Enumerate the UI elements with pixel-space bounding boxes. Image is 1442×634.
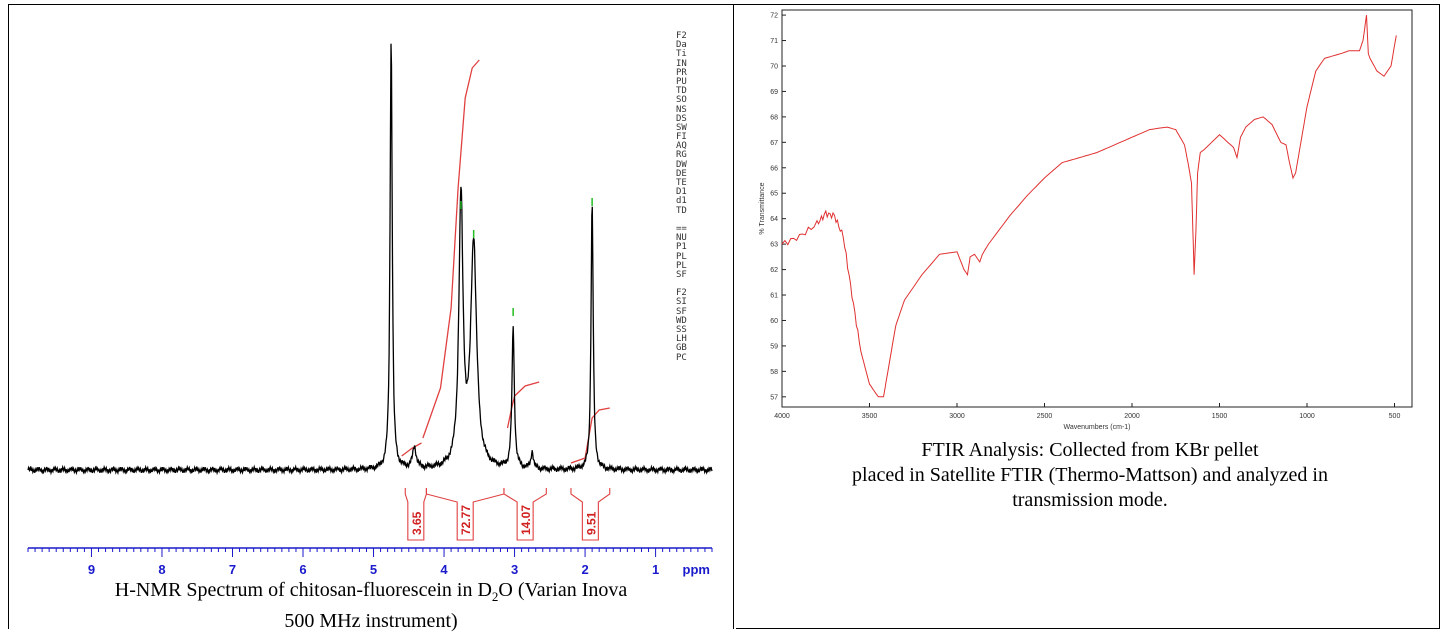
nmr-caption: H-NMR Spectrum of chitosan-fluorescein i… [20, 578, 722, 634]
nmr-caption-subscript: 2 [491, 589, 499, 604]
nmr-param-item: P1 [676, 242, 687, 253]
nmr-param-item: d1 [676, 196, 687, 207]
nmr-integral-bracket [404, 488, 427, 541]
ftir-y-tick-label: 65 [770, 191, 778, 198]
nmr-param-item: RG [676, 150, 687, 161]
ftir-y-tick-label: 59 [770, 343, 778, 350]
nmr-param-item: Da [676, 40, 687, 51]
nmr-integral-bracket [503, 488, 547, 541]
nmr-parameter-list: F2 Da Ti IN PR PU TD SO NS DS SW FI AQ RG DW DE TE D1 d1 TD… [676, 31, 687, 363]
ftir-y-tick-label: 58 [770, 369, 778, 376]
nmr-x-tick-label: 5 [370, 562, 377, 577]
nmr-caption-main: H-NMR Spectrum of chitosan-fluorescein i… [114, 579, 492, 601]
nmr-x-tick-label: 8 [158, 562, 165, 577]
nmr-x-tick-label: 6 [299, 562, 306, 577]
ftir-y-tick-label: 61 [770, 293, 778, 300]
table-top-border [8, 4, 1440, 5]
ftir-x-axis-label: Wavenumbers (cm-1) [1063, 424, 1130, 431]
ftir-caption: FTIR Analysis: Collected from KBr pellet… [740, 438, 1440, 513]
nmr-param-item: IN [676, 58, 687, 69]
table-left-border [8, 4, 9, 629]
ftir-x-tick-label: 500 [1389, 413, 1401, 420]
nmr-integral-bracket [425, 488, 505, 541]
nmr-param-item: PL [676, 260, 687, 271]
ftir-caption-line2: placed in Satellite FTIR (Thermo-Mattson… [852, 464, 1328, 486]
nmr-integral-label: 3.65 [410, 511, 424, 535]
nmr-caption-tail: O (Varian Inova [498, 579, 628, 601]
nmr-integral-bracket [570, 488, 611, 541]
nmr-caption-line2: 500 MHz instrument) [284, 610, 458, 632]
nmr-param-item: F2 [676, 31, 687, 41]
ftir-y-tick-label: 68 [770, 114, 778, 121]
nmr-x-tick-label: 1 [652, 562, 659, 577]
ftir-x-tick-label: 4000 [774, 413, 790, 420]
nmr-param-item: FI [676, 132, 687, 143]
nmr-param-item: SS [676, 325, 687, 335]
nmr-param-item: DW [676, 159, 687, 170]
ftir-spectrum-chart: 57 58 59 60 61 62 63 64 65 66 67 68 69 70 71 72 4000 3500… [759, 9, 1413, 431]
ftir-y-tick-label: 71 [770, 38, 778, 45]
nmr-integral-label: 14.07 [519, 505, 533, 535]
nmr-x-tick-label: 3 [511, 562, 518, 577]
nmr-param-item: D1 [676, 187, 687, 198]
nmr-param-item: DE [676, 168, 687, 179]
nmr-param-item: SW [676, 122, 687, 133]
nmr-integral-label: 72.77 [459, 505, 473, 535]
nmr-param-item: TE [676, 178, 687, 188]
ftir-y-tick-label: 63 [770, 242, 778, 249]
nmr-param-item: TD [676, 86, 687, 97]
nmr-x-tick-label: 4 [440, 562, 448, 577]
ftir-caption-line3: transmission mode. [1012, 489, 1168, 511]
nmr-param-item: SF [676, 306, 687, 317]
ftir-spectrum-line [781, 15, 1397, 398]
nmr-integral-curve [401, 59, 610, 464]
ftir-y-axis-label: % Transmittance [759, 182, 766, 234]
nmr-x-axis-label: ppm [683, 562, 710, 577]
ftir-y-tick-label: 70 [770, 63, 778, 70]
nmr-param-item: SF [676, 269, 687, 280]
nmr-param-item: SI [676, 297, 687, 308]
ftir-y-tick-label: 57 [770, 394, 778, 401]
nmr-param-item: PU [676, 76, 687, 87]
nmr-param-item: PR [676, 67, 687, 78]
table-middle-border [733, 4, 734, 629]
ftir-y-tick-label: 66 [770, 165, 778, 172]
nmr-spectrum-line [27, 43, 713, 476]
ftir-y-tick-label: 72 [770, 13, 778, 20]
ftir-y-tick-label: 62 [770, 267, 778, 274]
nmr-spectrum-chart: 3.65 72.77 14.07 9.51 9 8 7 6 5 4 3 2 1 ppm [27, 43, 713, 577]
ftir-plot-frame [781, 9, 1413, 408]
nmr-x-tick-label: 7 [229, 562, 236, 577]
ftir-y-tick-label: 67 [770, 140, 778, 147]
nmr-param-item: PL [676, 251, 687, 262]
nmr-param-item: Ti [676, 49, 687, 60]
ftir-x-tick-label: 2000 [1124, 413, 1140, 420]
nmr-param-item: NS [676, 104, 687, 115]
ftir-x-tick-label: 3000 [949, 413, 965, 420]
ftir-x-tick-label: 1000 [1299, 413, 1315, 420]
ftir-y-tick-label: 69 [770, 89, 778, 96]
nmr-param-item: PC [676, 352, 687, 363]
nmr-integral-label: 9.51 [584, 511, 598, 535]
ftir-x-tick-label: 2500 [1037, 413, 1053, 420]
nmr-param-item: WD [676, 315, 687, 326]
ftir-x-tick-label: 1500 [1212, 413, 1228, 420]
nmr-param-item: AQ [676, 141, 687, 152]
nmr-param-item: LH [676, 334, 687, 345]
nmr-param-item: SO [676, 95, 687, 106]
nmr-x-tick-label: 2 [581, 562, 588, 577]
nmr-param-item: TD [676, 205, 687, 216]
ftir-caption-line1: FTIR Analysis: Collected from KBr pellet [921, 439, 1259, 461]
ftir-y-tick-label: 64 [770, 216, 778, 223]
nmr-param-item: F2 [676, 288, 687, 299]
nmr-param-item: DS [676, 113, 687, 124]
ftir-x-tick-label: 3500 [862, 413, 878, 420]
nmr-param-item: == [676, 223, 687, 234]
ftir-y-tick-label: 60 [770, 318, 778, 325]
nmr-param-item: NU [676, 233, 687, 244]
table-right-border [1439, 4, 1440, 629]
nmr-param-item: GB [676, 343, 687, 354]
nmr-x-tick-label: 9 [88, 562, 95, 577]
